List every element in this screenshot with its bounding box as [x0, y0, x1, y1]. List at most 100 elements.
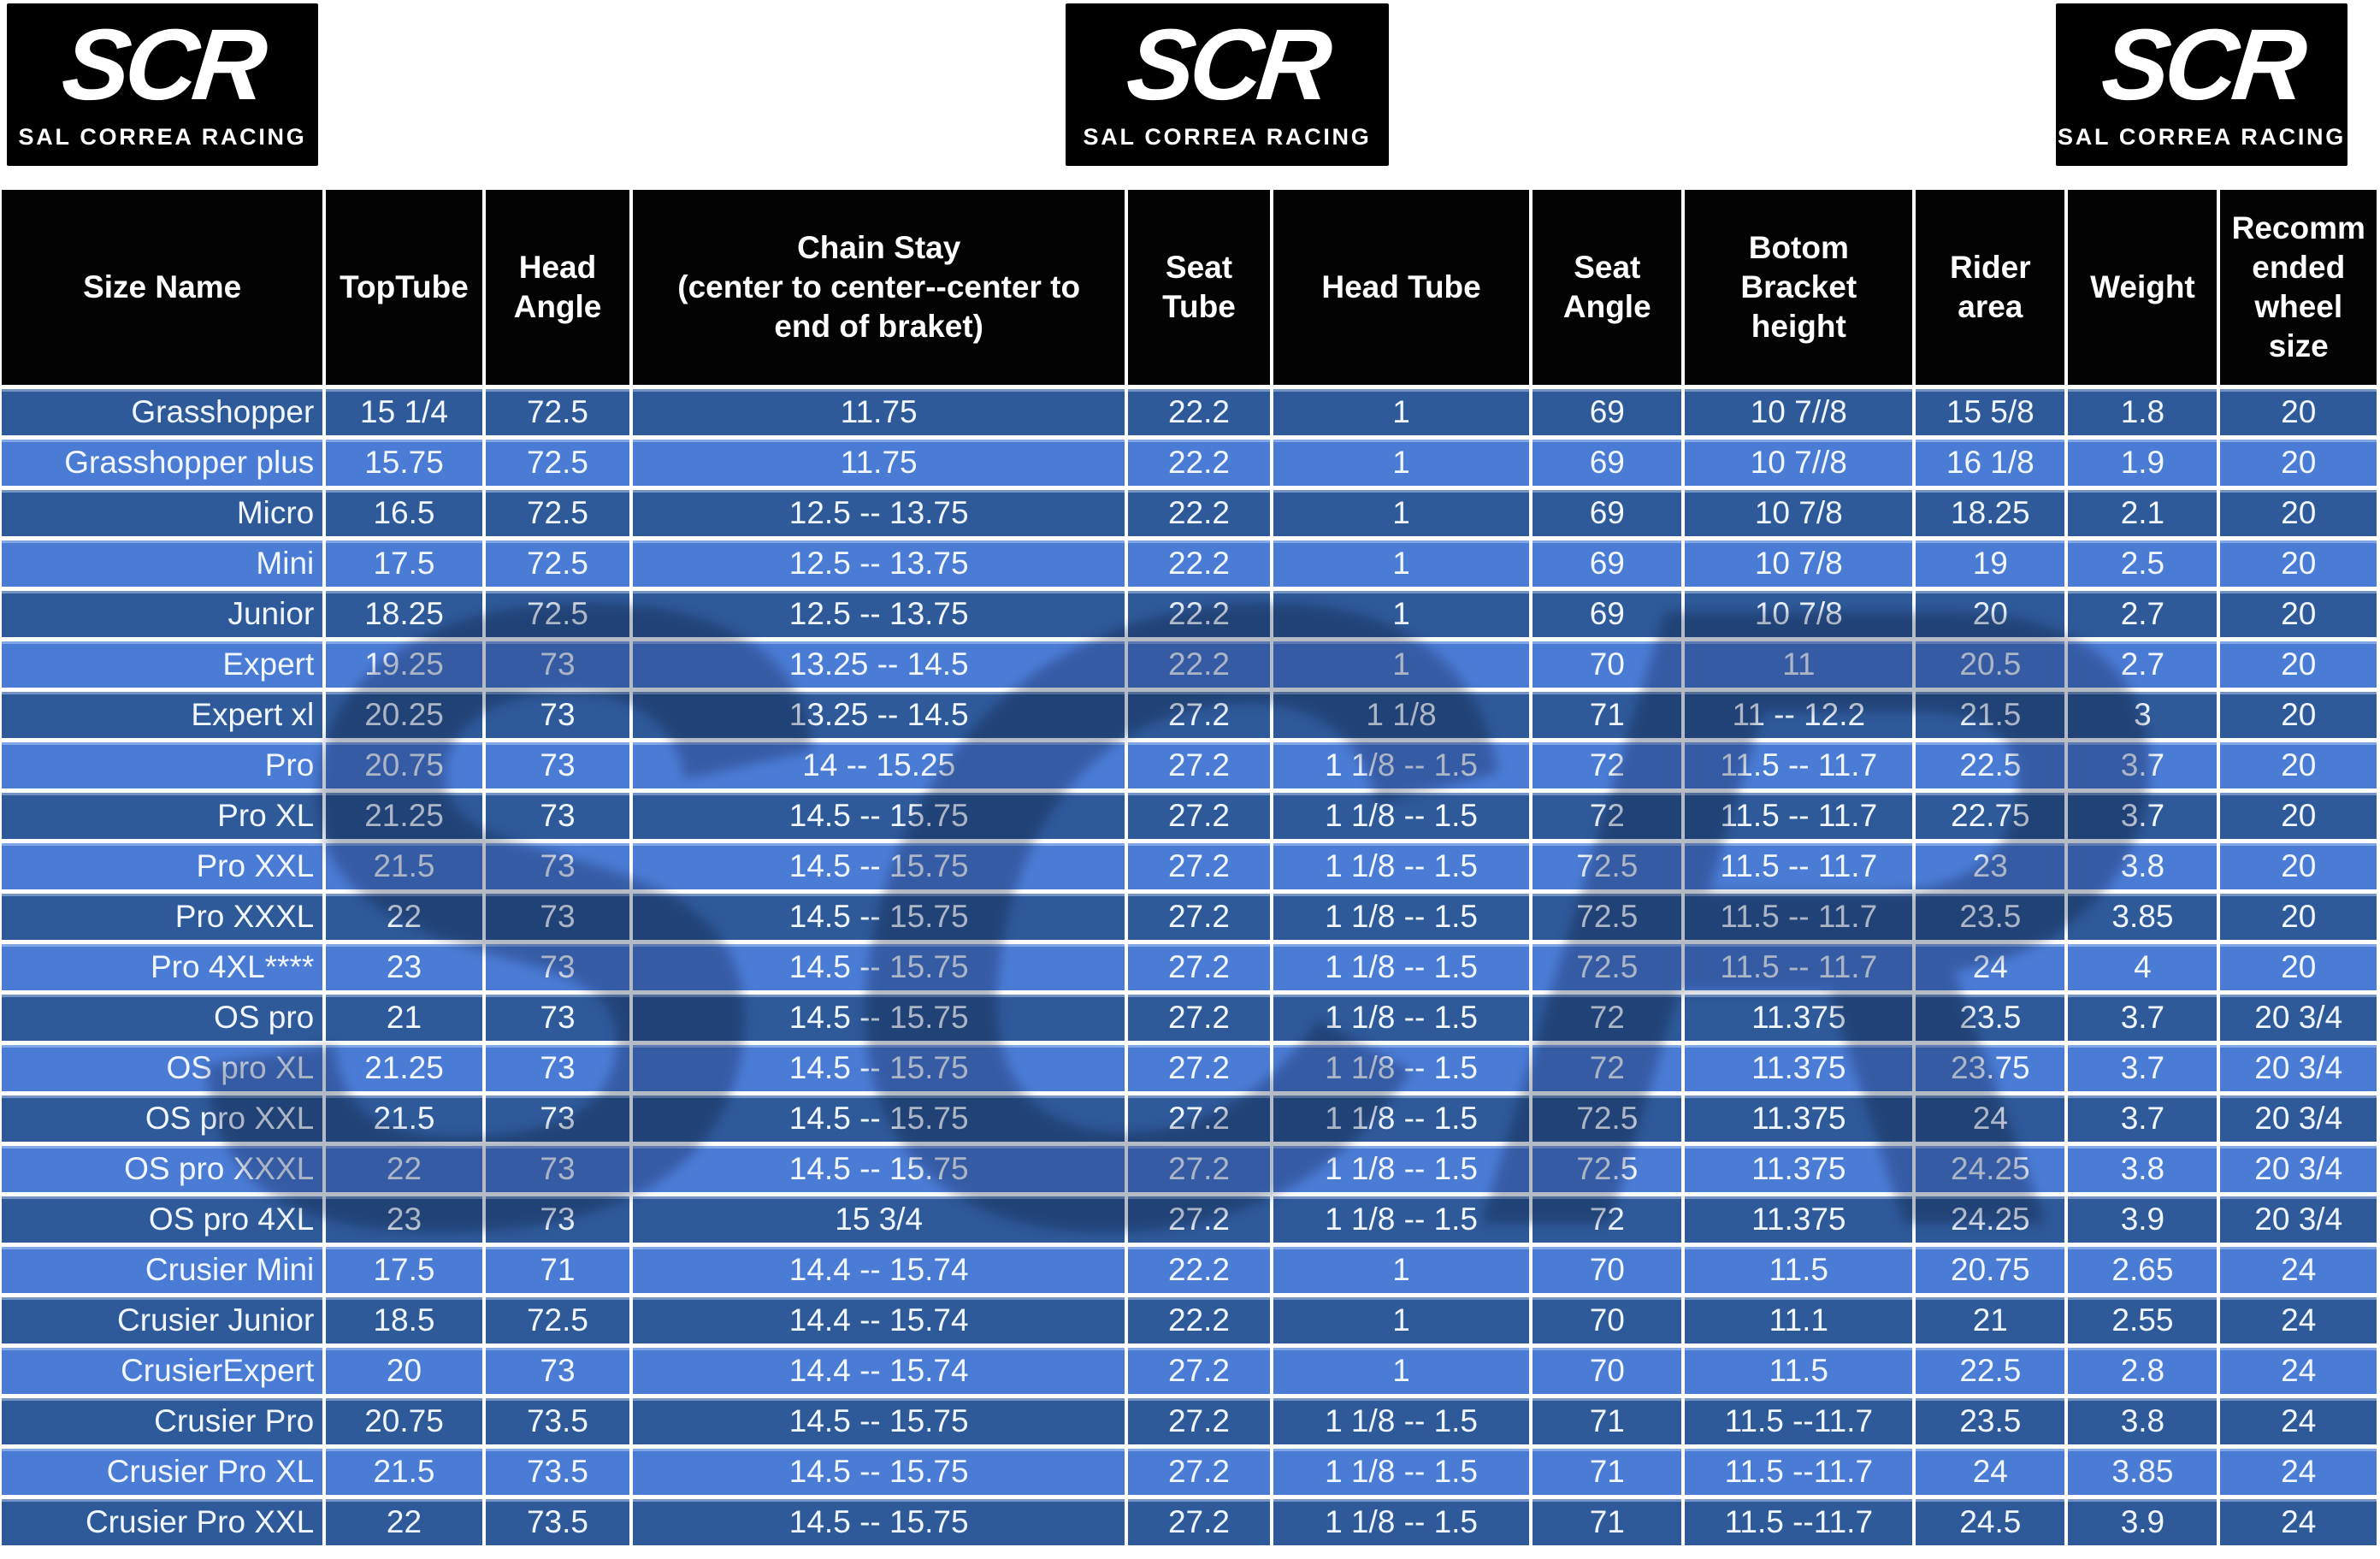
table-row: Crusier Pro XXL 22 73.5 14.5 -- 15.75 27.2 1 …: [0, 1499, 2380, 1550]
cell: 27.2: [1128, 1095, 1273, 1146]
cell: 71: [1533, 692, 1686, 742]
cell: 3.7: [2068, 1045, 2221, 1095]
cell: 11.1: [1685, 1297, 1916, 1348]
scr-logo-center: SCR SAL CORREA RACING: [1066, 3, 1389, 166]
cell: 3.7: [2068, 1095, 2221, 1146]
cell: 69: [1533, 490, 1686, 540]
cell: 24: [1916, 944, 2069, 995]
cell: 73.5: [485, 1499, 634, 1550]
cell: 22.2: [1128, 591, 1273, 641]
cell: 20: [2220, 742, 2380, 793]
cell: 20: [2220, 440, 2380, 490]
column-header: Size Name: [0, 190, 327, 389]
cell: 70: [1533, 641, 1686, 692]
cell: 22.2: [1128, 641, 1273, 692]
cell: 22.5: [1916, 742, 2069, 793]
cell: Pro 4XL****: [0, 944, 327, 995]
cell: 20: [326, 1348, 486, 1398]
cell: 27.2: [1128, 742, 1273, 793]
cell: 19: [1916, 540, 2069, 591]
column-header: TopTube: [326, 190, 486, 389]
cell: Pro XL: [0, 793, 327, 843]
column-header: Botom Bracket height: [1685, 190, 1916, 389]
cell: 20: [2220, 389, 2380, 440]
cell: OS pro XXL: [0, 1095, 327, 1146]
cell: Expert: [0, 641, 327, 692]
cell: 72.5: [1533, 944, 1686, 995]
cell: 23.5: [1916, 894, 2069, 944]
cell: 3.9: [2068, 1499, 2221, 1550]
cell: 70: [1533, 1297, 1686, 1348]
cell: 15 1/4: [326, 389, 486, 440]
cell: 27.2: [1128, 843, 1273, 894]
cell: 22.2: [1128, 490, 1273, 540]
cell: 3.9: [2068, 1196, 2221, 1247]
cell: 11.5 -- 11.7: [1685, 843, 1916, 894]
table-row: Pro 4XL**** 23 73 14.5 -- 15.75 27.2 1 1/8 --…: [0, 944, 2380, 995]
cell: 14.5 -- 15.75: [633, 793, 1129, 843]
cell: 20.25: [326, 692, 486, 742]
scr-logo-mark: SCR: [1122, 8, 1332, 121]
cell: 18.5: [326, 1297, 486, 1348]
cell: Expert xl: [0, 692, 327, 742]
cell: 20 3/4: [2220, 1095, 2380, 1146]
cell: 17.5: [326, 540, 486, 591]
cell: 73: [485, 1045, 634, 1095]
table-row: Pro 20.75 73 14 -- 15.25 27.2 1 1/8 -- 1.5 72 1…: [0, 742, 2380, 793]
cell: 1.9: [2068, 440, 2221, 490]
cell: 70: [1533, 1348, 1686, 1398]
cell: 22.5: [1916, 1348, 2069, 1398]
cell: 20: [2220, 641, 2380, 692]
cell: 21.5: [326, 1095, 486, 1146]
scr-logo-subtitle: SAL CORREA RACING: [2058, 123, 2346, 150]
cell: 71: [1533, 1398, 1686, 1449]
cell: 1 1/8 -- 1.5: [1273, 742, 1533, 793]
cell: 16 1/8: [1916, 440, 2069, 490]
table-row: Expert xl 20.25 73 13.25 -- 14.5 27.2 1 1/8 71…: [0, 692, 2380, 742]
table-row: CrusierExpert 20 73 14.4 -- 15.74 27.2 1 70 11.…: [0, 1348, 2380, 1398]
cell: 1 1/8 -- 1.5: [1273, 1449, 1533, 1499]
cell: 18.25: [1916, 490, 2069, 540]
cell: 1 1/8 -- 1.5: [1273, 843, 1533, 894]
cell: 20.75: [326, 1398, 486, 1449]
cell: 11.5 --11.7: [1685, 1499, 1916, 1550]
cell: Crusier Pro: [0, 1398, 327, 1449]
cell: 21.25: [326, 793, 486, 843]
cell: 3.7: [2068, 793, 2221, 843]
cell: 1 1/8 -- 1.5: [1273, 793, 1533, 843]
table-row: Pro XL 21.25 73 14.5 -- 15.75 27.2 1 1/8 -- 1…: [0, 793, 2380, 843]
cell: Junior: [0, 591, 327, 641]
cell: 1: [1273, 641, 1533, 692]
cell: 24: [2220, 1449, 2380, 1499]
cell: 11.5: [1685, 1348, 1916, 1398]
cell: 27.2: [1128, 944, 1273, 995]
cell: Crusier Junior: [0, 1297, 327, 1348]
cell: 23: [326, 944, 486, 995]
cell: 11.375: [1685, 995, 1916, 1045]
cell: 24.25: [1916, 1196, 2069, 1247]
cell: 20 3/4: [2220, 1045, 2380, 1095]
cell: 1: [1273, 440, 1533, 490]
cell: 23.5: [1916, 995, 2069, 1045]
cell: 72: [1533, 1196, 1686, 1247]
cell: 3.85: [2068, 1449, 2221, 1499]
cell: 11.75: [633, 389, 1129, 440]
cell: OS pro XL: [0, 1045, 327, 1095]
cell: 1.8: [2068, 389, 2221, 440]
cell: 3.8: [2068, 1398, 2221, 1449]
scr-logo-left: SCR SAL CORREA RACING: [7, 3, 318, 166]
cell: OS pro XXXL: [0, 1146, 327, 1196]
cell: 1: [1273, 591, 1533, 641]
table-row: Crusier Junior 18.5 72.5 14.4 -- 15.74 22.2 1…: [0, 1297, 2380, 1348]
cell: 15.75: [326, 440, 486, 490]
cell: 1: [1273, 1297, 1533, 1348]
cell: 72.5: [485, 389, 634, 440]
cell: 20 3/4: [2220, 1146, 2380, 1196]
cell: 12.5 -- 13.75: [633, 490, 1129, 540]
cell: 27.2: [1128, 1196, 1273, 1247]
cell: 13.25 -- 14.5: [633, 641, 1129, 692]
cell: 12.5 -- 13.75: [633, 540, 1129, 591]
cell: 23.75: [1916, 1045, 2069, 1095]
cell: 14.5 -- 15.75: [633, 995, 1129, 1045]
cell: 27.2: [1128, 1449, 1273, 1499]
